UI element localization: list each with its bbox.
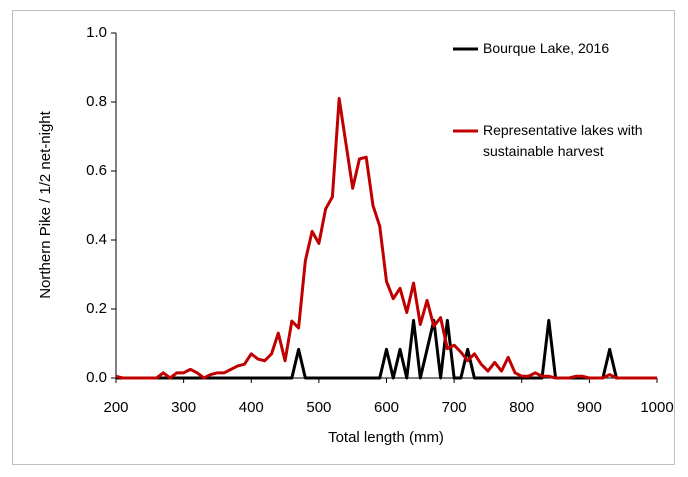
x-axis-title: Total length (mm) bbox=[328, 429, 444, 446]
x-tick-label: 900 bbox=[577, 399, 602, 416]
y-tick-label: 0.0 bbox=[86, 369, 107, 386]
x-tick-label: 400 bbox=[239, 399, 264, 416]
data-line bbox=[116, 318, 618, 380]
x-tick-label: 600 bbox=[374, 399, 399, 416]
y-axis-title: Northern Pike / 1/2 net-night bbox=[37, 110, 54, 298]
x-tick-label: 500 bbox=[306, 399, 331, 416]
x-tick-label: 800 bbox=[509, 399, 534, 416]
y-tick-label: 0.4 bbox=[86, 231, 107, 248]
x-tick-label: 700 bbox=[442, 399, 467, 416]
legend-label: Representative lakes with sustainable ha… bbox=[483, 122, 643, 159]
y-tick-label: 1.0 bbox=[86, 24, 107, 41]
x-tick-label: 1000 bbox=[640, 399, 673, 416]
y-tick-label: 0.6 bbox=[86, 162, 107, 179]
x-tick-label: 200 bbox=[103, 399, 128, 416]
data-line bbox=[115, 97, 657, 380]
chart-frame bbox=[12, 10, 675, 465]
x-tick-label: 300 bbox=[171, 399, 196, 416]
legend-label: Bourque Lake, 2016 bbox=[483, 40, 610, 56]
y-tick-label: 0.2 bbox=[86, 300, 107, 317]
y-tick-label: 0.8 bbox=[86, 93, 107, 110]
